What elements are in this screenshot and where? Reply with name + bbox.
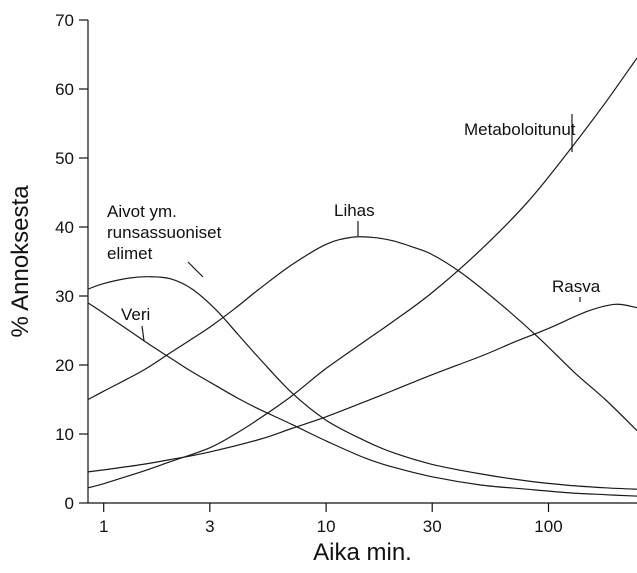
x-tick-label: 10: [317, 517, 336, 536]
x-tick-label: 100: [534, 517, 562, 536]
axes: 0 10 20 30 40 50 60 70 1 3 10 30 100: [55, 11, 637, 536]
y-tick-label: 20: [55, 356, 74, 375]
x-axis-title: Aika min.: [313, 539, 412, 566]
y-tick-label: 70: [55, 11, 74, 30]
annotation: Veri: [121, 305, 150, 342]
annotation-leader: [141, 325, 145, 342]
y-tick-label: 10: [55, 425, 74, 444]
annotation-label: Lihas: [334, 201, 375, 220]
series-line: [87, 236, 637, 432]
annotation-label: Veri: [121, 305, 150, 324]
y-tick-label: 60: [55, 80, 74, 99]
annotation-label: elimet: [107, 244, 153, 263]
series-line: [87, 276, 637, 490]
series-line: [87, 303, 637, 473]
annotation: Metaboloitunut: [464, 114, 576, 152]
annotation-label: Rasva: [552, 277, 601, 296]
annotation: Lihas: [334, 201, 375, 236]
y-axis-title: % Annoksesta: [7, 185, 34, 338]
y-tick-label: 0: [65, 494, 74, 513]
y-tick-label: 40: [55, 218, 74, 237]
annotation-label: Aivot ym.: [107, 202, 177, 221]
series-line: [87, 302, 637, 497]
annotation-label: Metaboloitunut: [464, 120, 576, 139]
annotations: Aivot ym. runsassuoniset elimet Veri Lihas Me…: [107, 114, 601, 342]
annotation: Aivot ym. runsassuoniset elimet: [107, 202, 222, 278]
series-curves: [87, 57, 637, 497]
annotation-label: runsassuoniset: [107, 223, 222, 242]
y-tick-label: 30: [55, 287, 74, 306]
x-tick-label: 1: [99, 517, 108, 536]
annotation: Rasva: [552, 277, 601, 302]
x-tick-label: 3: [205, 517, 214, 536]
series-line: [87, 57, 637, 489]
x-tick-label: 30: [423, 517, 442, 536]
annotation-leader: [187, 261, 204, 278]
y-tick-label: 50: [55, 149, 74, 168]
